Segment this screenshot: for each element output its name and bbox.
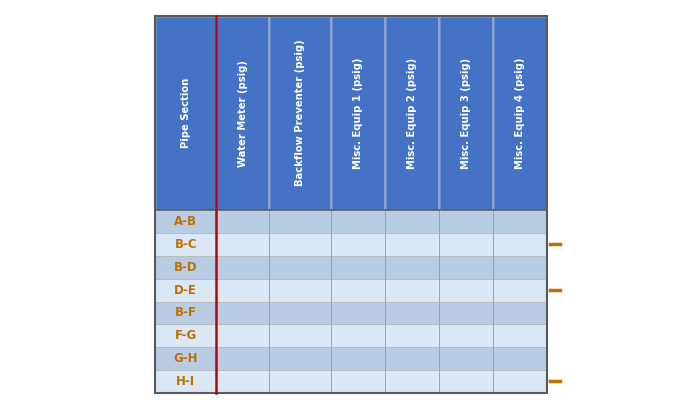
Text: Pipe Section: Pipe Section [181, 78, 191, 148]
Bar [385, 370, 439, 393]
Text: B-D: B-D [174, 261, 197, 274]
Bar [155, 16, 547, 393]
Bar [385, 210, 439, 233]
Bar [155, 324, 216, 347]
Text: Misc. Equip 3 (psig): Misc. Equip 3 (psig) [461, 58, 471, 169]
Bar [331, 279, 385, 301]
Bar [494, 279, 547, 301]
Text: Misc. Equip 1 (psig): Misc. Equip 1 (psig) [353, 58, 363, 169]
Bar [494, 347, 547, 370]
Text: Water Meter (psig): Water Meter (psig) [237, 60, 248, 166]
Text: Misc. Equip 4 (psig): Misc. Equip 4 (psig) [515, 58, 526, 169]
Bar [216, 279, 269, 301]
Bar [155, 279, 216, 301]
Text: D-E: D-E [174, 284, 197, 296]
Bar [269, 347, 331, 370]
Bar [269, 301, 331, 324]
Text: A-B: A-B [174, 215, 197, 228]
Bar [385, 16, 439, 210]
Bar [269, 16, 331, 210]
Bar [155, 256, 216, 279]
Bar [439, 324, 493, 347]
Bar [155, 301, 216, 324]
Bar [385, 256, 439, 279]
Bar [216, 324, 269, 347]
Text: B-C: B-C [174, 238, 197, 251]
Bar [439, 370, 493, 393]
Bar [269, 233, 331, 256]
Bar [439, 347, 493, 370]
Bar [216, 370, 269, 393]
Bar [216, 301, 269, 324]
Bar [216, 347, 269, 370]
Bar [269, 324, 331, 347]
Bar [439, 16, 493, 210]
Bar [331, 210, 385, 233]
Bar [494, 324, 547, 347]
Bar [155, 347, 216, 370]
Bar [439, 279, 493, 301]
Bar [155, 16, 216, 210]
Text: Backflow Preventer (psig): Backflow Preventer (psig) [295, 40, 305, 186]
Bar [331, 301, 385, 324]
Bar [155, 210, 216, 233]
Bar [269, 370, 331, 393]
Text: H-I: H-I [176, 375, 195, 388]
Text: Misc. Equip 2 (psig): Misc. Equip 2 (psig) [407, 58, 417, 169]
Bar [439, 256, 493, 279]
Bar [269, 256, 331, 279]
Bar [331, 324, 385, 347]
Bar [439, 210, 493, 233]
Bar [216, 16, 269, 210]
Bar [385, 347, 439, 370]
Bar [439, 233, 493, 256]
Bar [385, 324, 439, 347]
Bar [331, 370, 385, 393]
Bar [385, 233, 439, 256]
Bar [216, 233, 269, 256]
Bar [494, 256, 547, 279]
Bar [155, 370, 216, 393]
Bar [331, 256, 385, 279]
Bar [269, 210, 331, 233]
Bar [494, 233, 547, 256]
Bar [331, 16, 385, 210]
Bar [155, 233, 216, 256]
Bar [269, 279, 331, 301]
Bar [439, 301, 493, 324]
Bar [494, 210, 547, 233]
Bar [216, 256, 269, 279]
Bar [494, 370, 547, 393]
Bar [385, 301, 439, 324]
Bar [385, 279, 439, 301]
Text: G-H: G-H [174, 352, 198, 365]
Bar [331, 233, 385, 256]
Bar [494, 16, 547, 210]
Text: F-G: F-G [175, 329, 197, 342]
Bar [331, 347, 385, 370]
Bar [494, 301, 547, 324]
Text: B-F: B-F [175, 307, 197, 320]
Bar [216, 210, 269, 233]
